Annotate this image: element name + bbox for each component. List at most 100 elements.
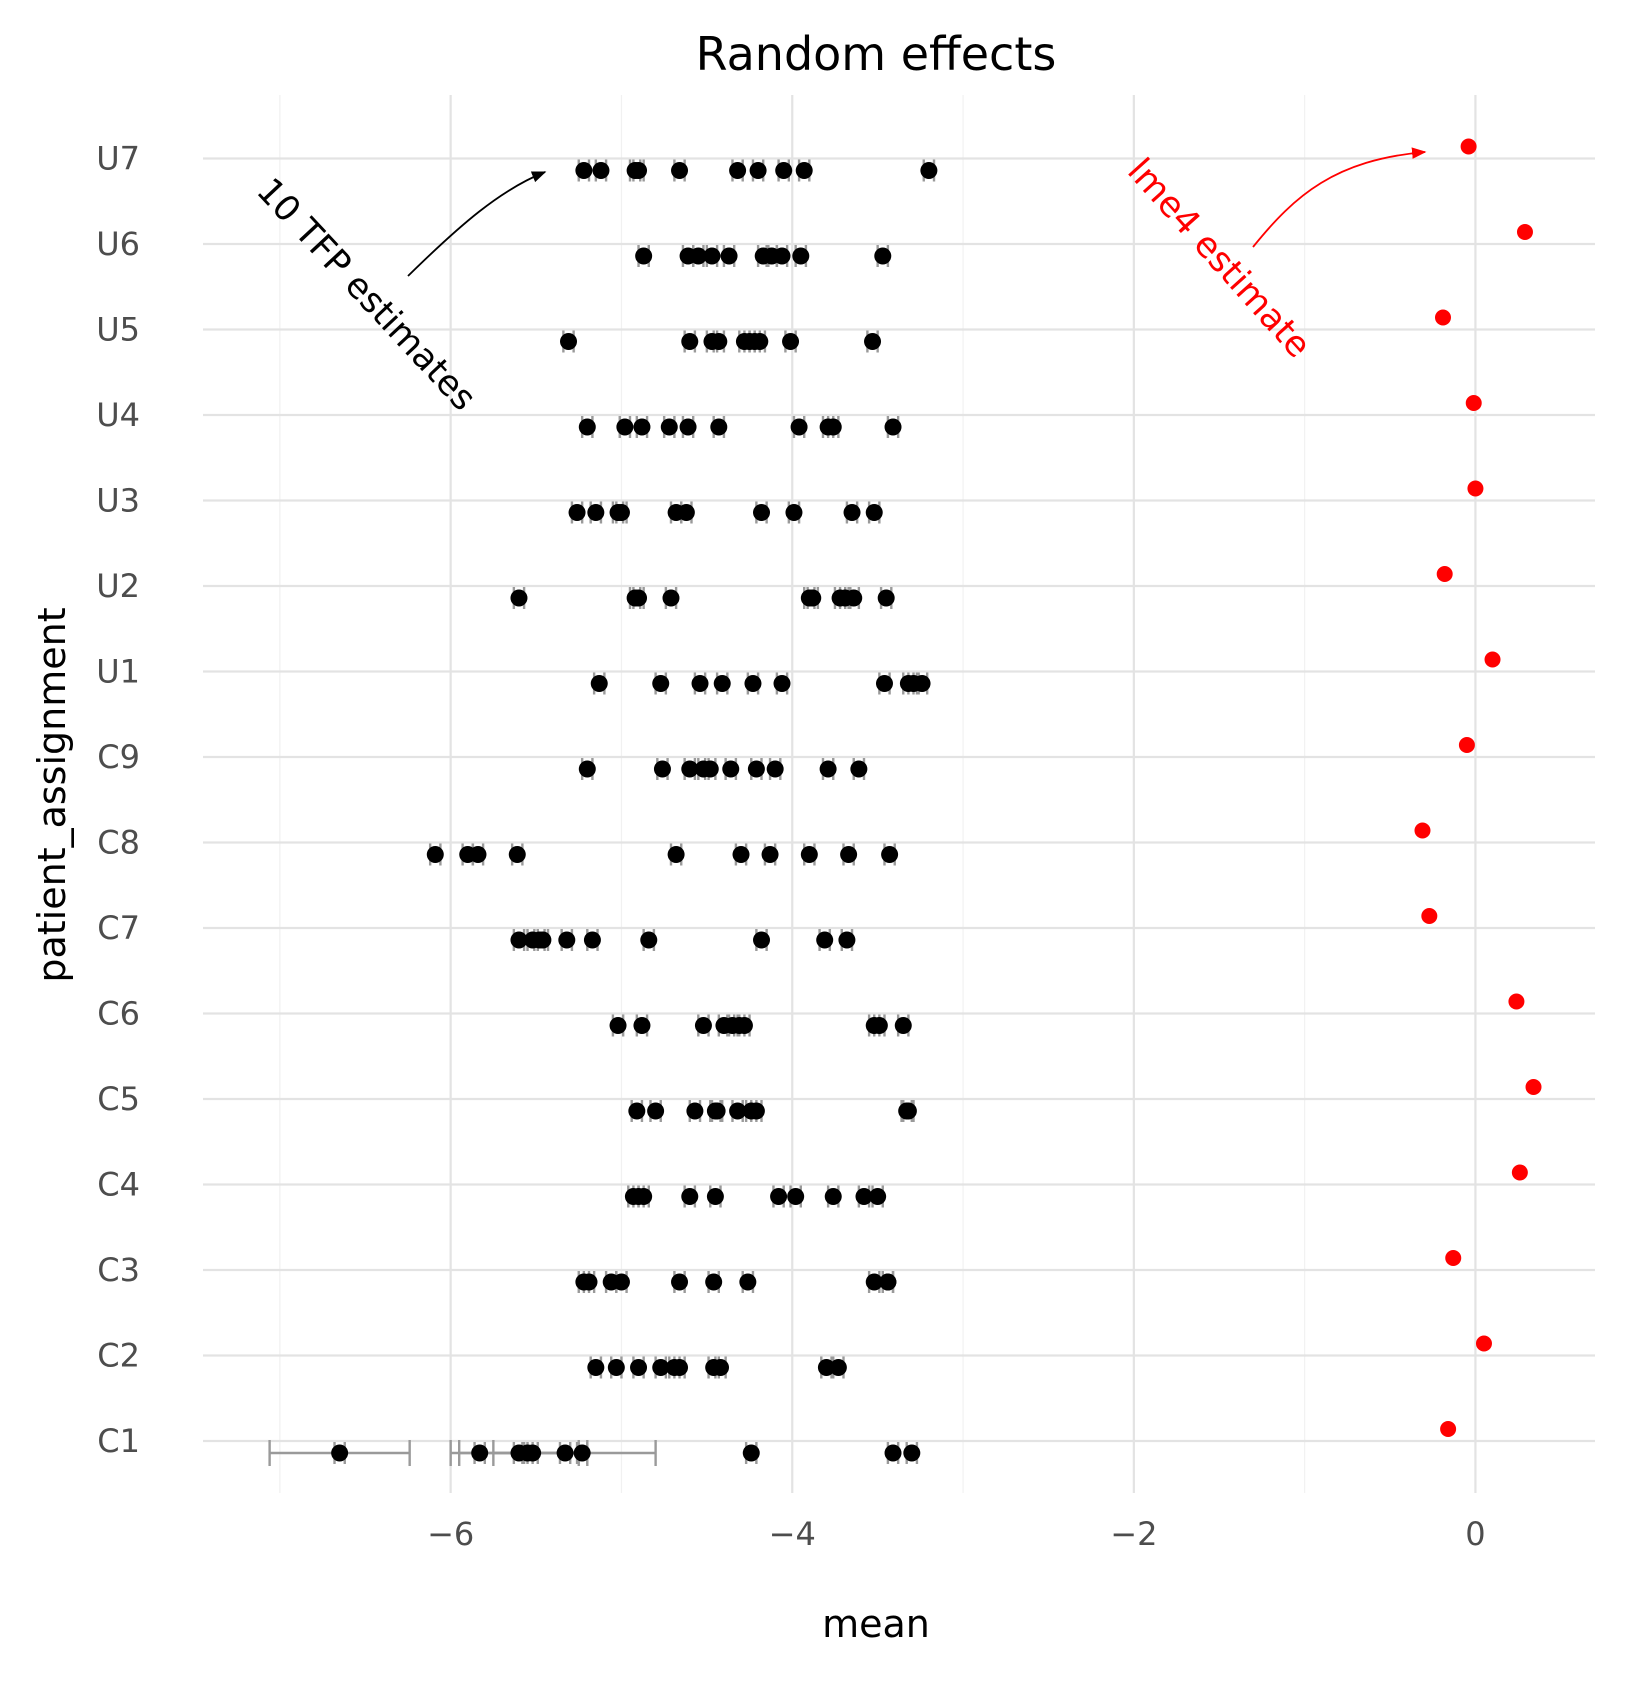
tfp-point — [710, 418, 728, 436]
tfp-point — [753, 504, 771, 521]
tfp-point — [884, 418, 902, 436]
tfp-point — [884, 1444, 902, 1462]
y-tick-label: C5 — [97, 1080, 140, 1118]
tfp-point — [590, 675, 608, 692]
lme4-point — [1525, 1079, 1542, 1095]
tfp-point — [469, 846, 487, 863]
tfp-point — [471, 1444, 489, 1462]
tfp-point — [869, 1188, 887, 1205]
tfp-point — [766, 760, 784, 778]
tfp-point — [575, 162, 593, 179]
tfp-point — [790, 418, 808, 436]
tfp-point — [875, 675, 893, 692]
tfp-point — [782, 333, 800, 350]
y-tick-label: C4 — [97, 1166, 140, 1204]
y-tick-label: U4 — [96, 396, 140, 434]
tfp-point — [616, 418, 634, 436]
tfp-point — [870, 1017, 888, 1034]
x-axis-title: mean — [822, 1602, 930, 1646]
tfp-point — [578, 760, 596, 778]
tfp-point — [720, 247, 738, 265]
tfp-point — [804, 589, 822, 607]
tfp-point — [894, 1017, 912, 1034]
tfp-point — [679, 418, 697, 436]
lme4-point — [1516, 224, 1533, 240]
tfp-point — [735, 1017, 753, 1034]
tfp-point — [681, 333, 699, 350]
tfp-point — [652, 675, 670, 692]
tfp-point — [630, 162, 648, 179]
tfp-point — [534, 931, 552, 949]
tfp-point — [568, 504, 586, 521]
tfp-point — [751, 333, 769, 350]
y-tick-label: U3 — [96, 482, 140, 520]
tfp-point — [560, 333, 578, 350]
x-tick-labels: −6 −4 −2 0 — [427, 1515, 1486, 1553]
tfp-point — [770, 1188, 788, 1205]
tfp-point — [881, 846, 899, 863]
tfp-point — [829, 1359, 847, 1376]
tfp-point — [612, 504, 630, 521]
tfp-point — [712, 1359, 730, 1376]
tfp-point — [843, 504, 861, 521]
x-tick-label: −4 — [769, 1515, 816, 1553]
tfp-point — [792, 247, 810, 265]
tfp-point — [510, 589, 528, 607]
tfp-point — [583, 931, 601, 949]
y-tick-label: C7 — [97, 909, 140, 947]
tfp-point — [677, 504, 695, 521]
tfp-point — [556, 1444, 574, 1462]
tfp-point — [787, 1188, 805, 1205]
tfp-annotation-arrow — [407, 171, 547, 277]
tfp-point — [732, 846, 750, 863]
tfp-point — [899, 1102, 917, 1120]
lme4-point — [1436, 566, 1453, 582]
lme4-annotation-label: lme4 estimate — [1119, 151, 1318, 366]
lme4-point — [1460, 138, 1477, 155]
x-tick-label: −6 — [427, 1515, 474, 1553]
tfp-point — [706, 1188, 724, 1205]
tfp-point — [689, 247, 707, 265]
y-tick-label: C2 — [97, 1337, 140, 1375]
x-tick-label: −2 — [1110, 1515, 1157, 1553]
tfp-point — [903, 1444, 921, 1462]
tfp-point — [647, 1102, 665, 1120]
tfp-point — [671, 1359, 689, 1376]
tfp-point — [662, 589, 680, 607]
tfp-point — [744, 675, 762, 692]
lme4-point — [1511, 1164, 1528, 1181]
tfp-point — [660, 418, 678, 436]
tfp-point — [510, 931, 528, 949]
tfp-point — [819, 760, 837, 778]
tfp-point — [742, 1444, 760, 1462]
lme4-point — [1508, 993, 1525, 1010]
tfp-point — [558, 931, 576, 949]
tfp-annotation-label: 10 TFP estimates — [248, 171, 483, 419]
tfp-point — [630, 1359, 648, 1376]
lme4-annotation-arrow — [1252, 147, 1427, 248]
tfp-point — [710, 333, 728, 350]
chart-title: Random effects — [696, 27, 1057, 81]
y-tick-label: U6 — [96, 225, 140, 263]
tfp-point — [838, 931, 856, 949]
tfp-point — [578, 418, 596, 436]
lme4-point — [1484, 651, 1501, 668]
lme4-point — [1458, 737, 1475, 753]
tfp-point — [331, 1444, 349, 1462]
tfp-point — [824, 1188, 842, 1205]
tfp-point — [800, 846, 818, 863]
tfp-point — [879, 1273, 897, 1291]
tfp-point — [633, 1017, 651, 1034]
tfp-point — [722, 760, 740, 778]
tfp-point — [628, 1102, 646, 1120]
data-points — [331, 138, 1542, 1462]
tfp-point — [775, 162, 793, 179]
lme4-point — [1414, 822, 1431, 839]
tfp-point — [691, 675, 709, 692]
tfp-point — [592, 162, 610, 179]
lme4-point — [1465, 395, 1482, 411]
tfp-point — [913, 675, 931, 692]
tfp-point — [652, 1359, 670, 1376]
